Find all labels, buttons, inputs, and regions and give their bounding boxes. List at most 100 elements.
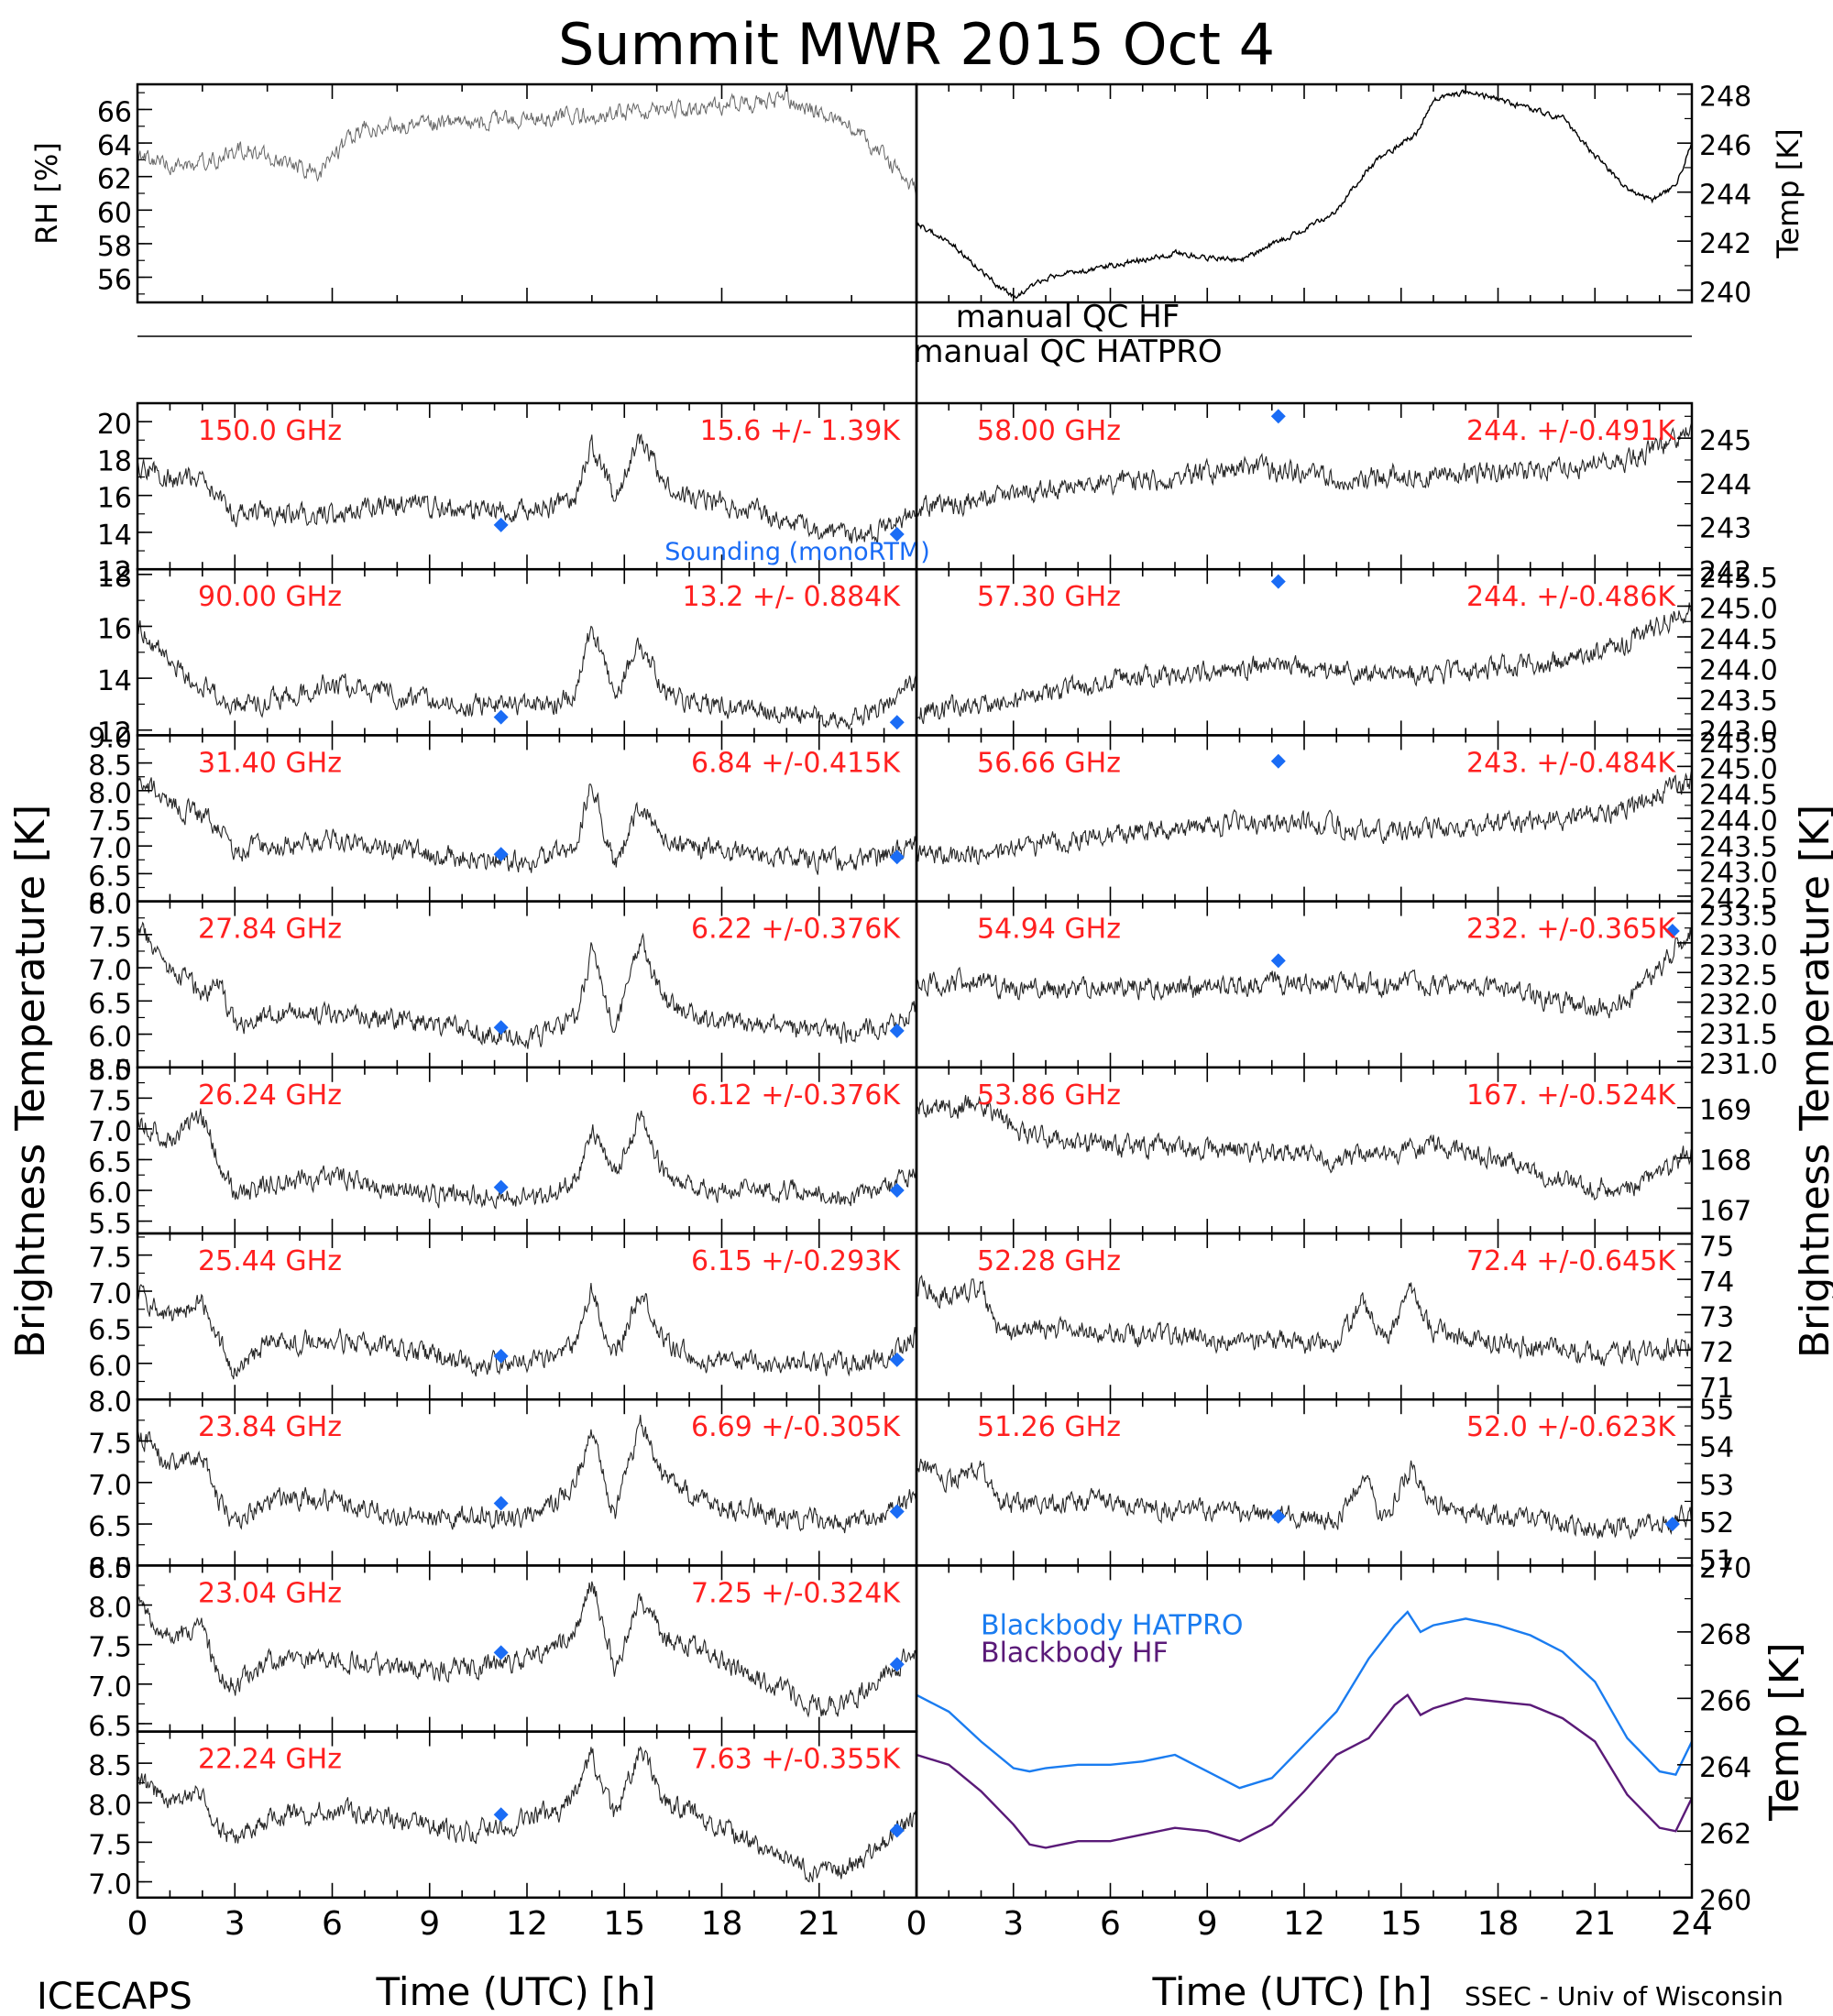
y-tick-label: 245.0 bbox=[1699, 753, 1778, 785]
x-axis-title-left: Time (UTC) [h] bbox=[376, 1969, 656, 2014]
sonde-point bbox=[1664, 923, 1680, 938]
y-tick-label: 7.0 bbox=[88, 1869, 132, 1901]
y-tick-label: 8.0 bbox=[88, 778, 132, 810]
y-tick-label: 264 bbox=[1699, 1752, 1751, 1784]
series-trace-ch5386 bbox=[916, 1094, 1693, 1200]
channel-label: 23.04 GHz bbox=[198, 1577, 342, 1609]
y-tick-label: 6.0 bbox=[88, 1178, 132, 1210]
frame-rh bbox=[136, 82, 918, 304]
y-tick-label: 53 bbox=[1699, 1470, 1734, 1502]
y-tick-label: 8.0 bbox=[88, 1593, 132, 1625]
y-tick-label: 51 bbox=[1699, 1545, 1734, 1577]
y-tick-label: 245.5 bbox=[1699, 563, 1778, 595]
x-tick-label: 15 bbox=[603, 1905, 645, 1943]
channel-stat: 13.2 +/- 0.884K bbox=[683, 581, 902, 613]
sonde-point bbox=[1270, 409, 1286, 424]
y-tick-label: 244 bbox=[1699, 469, 1751, 501]
y-tick-label: 73 bbox=[1699, 1302, 1734, 1334]
channel-stat: 6.15 +/-0.293K bbox=[691, 1245, 901, 1277]
y-tick-label: 245.5 bbox=[1699, 728, 1778, 760]
y-tick-label: 7.5 bbox=[88, 922, 132, 954]
y-tick-label: 6.0 bbox=[88, 1022, 132, 1054]
legend-hatpro: Blackbody HATPRO bbox=[981, 1609, 1244, 1641]
channel-stat: 72.4 +/-0.645K bbox=[1466, 1245, 1676, 1277]
y-tick-label: 14 bbox=[97, 665, 132, 697]
y-tick-label: 12 bbox=[97, 556, 132, 588]
y-tick-label: 8.0 bbox=[88, 1386, 132, 1419]
channel-stat: 7.63 +/-0.355K bbox=[691, 1744, 901, 1776]
sonde-point bbox=[493, 1020, 509, 1035]
panel-ch2304 bbox=[137, 1581, 917, 1718]
y-tick-label: 9.0 bbox=[88, 722, 132, 754]
panel-ch5494 bbox=[916, 923, 1693, 1019]
panel-ch2224 bbox=[137, 1746, 917, 1883]
y-tick-label: 233.5 bbox=[1699, 901, 1778, 933]
y-tick-label: 18 bbox=[97, 445, 132, 477]
x-tick-label: 3 bbox=[225, 1905, 246, 1943]
sonde-point bbox=[493, 1179, 509, 1195]
y-tick-label: 52 bbox=[1699, 1507, 1734, 1539]
y-tick-label: 243.5 bbox=[1699, 831, 1778, 863]
panel-ch5800 bbox=[916, 409, 1693, 518]
channel-label: 90.00 GHz bbox=[198, 581, 342, 613]
series-trace-rh bbox=[137, 86, 917, 199]
y-tick-label: 167 bbox=[1699, 1196, 1751, 1228]
y-tick-label: 244.5 bbox=[1699, 780, 1778, 812]
y-tick-label: 243 bbox=[1699, 513, 1751, 545]
series-trace-ch5800 bbox=[916, 422, 1693, 518]
y-tick-label: 8.5 bbox=[88, 751, 132, 783]
panel-blackbody bbox=[916, 1610, 1694, 1849]
y-tick-label: 243.0 bbox=[1699, 717, 1778, 749]
y-tick-label: 233.0 bbox=[1699, 930, 1778, 962]
panel-area bbox=[137, 86, 1694, 1883]
sonde-point bbox=[493, 1645, 509, 1660]
panel-ch2624 bbox=[137, 1108, 917, 1210]
x-tick-label: 6 bbox=[1100, 1905, 1121, 1943]
panel-ch5126 bbox=[916, 1458, 1693, 1540]
y-tick-label: 6.5 bbox=[88, 1511, 132, 1543]
x-tick-label: 24 bbox=[1671, 1905, 1713, 1943]
y-tick-label: 7.0 bbox=[88, 1116, 132, 1148]
y-tick-label: 6.5 bbox=[88, 1314, 132, 1346]
channel-stat: 6.84 +/-0.415K bbox=[691, 747, 901, 779]
y-tick-label: 5.5 bbox=[88, 1209, 132, 1241]
y-tick-label: 270 bbox=[1699, 1552, 1751, 1584]
channel-label: 56.66 GHz bbox=[977, 747, 1121, 779]
series-trace-ch5494 bbox=[916, 928, 1693, 1019]
y-tick-label: 7.5 bbox=[88, 1632, 132, 1664]
series-trace-ch5228 bbox=[916, 1274, 1693, 1366]
series-trace-ch2304 bbox=[137, 1581, 917, 1718]
y-tick-label: 168 bbox=[1699, 1145, 1751, 1178]
series-trace-ch150 bbox=[137, 433, 917, 544]
y-tick-label: 8.0 bbox=[88, 1055, 132, 1087]
channel-stat: 167. +/-0.524K bbox=[1466, 1079, 1676, 1112]
sonde-point bbox=[493, 1496, 509, 1511]
temp-axis-label: Temp [K] bbox=[1771, 128, 1806, 258]
channel-label: 23.84 GHz bbox=[198, 1411, 342, 1443]
panel-ch5386 bbox=[916, 1094, 1693, 1200]
frame-temp bbox=[915, 82, 1694, 304]
channel-label: 25.44 GHz bbox=[198, 1245, 342, 1277]
y-tick-label: 18 bbox=[97, 562, 132, 594]
y-tick-label: 242.5 bbox=[1699, 883, 1778, 915]
channel-stat: 244. +/-0.486K bbox=[1466, 581, 1676, 613]
y-tick-label: 7.0 bbox=[88, 833, 132, 865]
channel-stat: 7.25 +/-0.324K bbox=[691, 1577, 901, 1609]
series-trace-ch2624 bbox=[137, 1108, 917, 1210]
panel-temp bbox=[916, 89, 1693, 300]
y-tick-label: 232.5 bbox=[1699, 959, 1778, 992]
y-tick-label: 262 bbox=[1699, 1818, 1751, 1850]
sonde-point bbox=[1270, 574, 1286, 589]
y-tick-label: 8.0 bbox=[88, 1790, 132, 1822]
x-tick-label: 21 bbox=[1574, 1905, 1616, 1943]
sonde-point bbox=[889, 849, 905, 865]
y-tick-label: 245 bbox=[1699, 425, 1751, 457]
sonde-point bbox=[493, 1348, 509, 1364]
y-tick-label: 72 bbox=[1699, 1337, 1734, 1369]
qc-hf-label: manual QC HF bbox=[956, 299, 1180, 335]
y-tick-label: 7.5 bbox=[88, 1243, 132, 1275]
channel-label: 51.26 GHz bbox=[977, 1411, 1121, 1443]
y-tick-label: 242 bbox=[1699, 556, 1751, 588]
y-tick-label: 12 bbox=[97, 718, 132, 750]
footer-right: SSEC - Univ of Wisconsin bbox=[1465, 1981, 1784, 2011]
